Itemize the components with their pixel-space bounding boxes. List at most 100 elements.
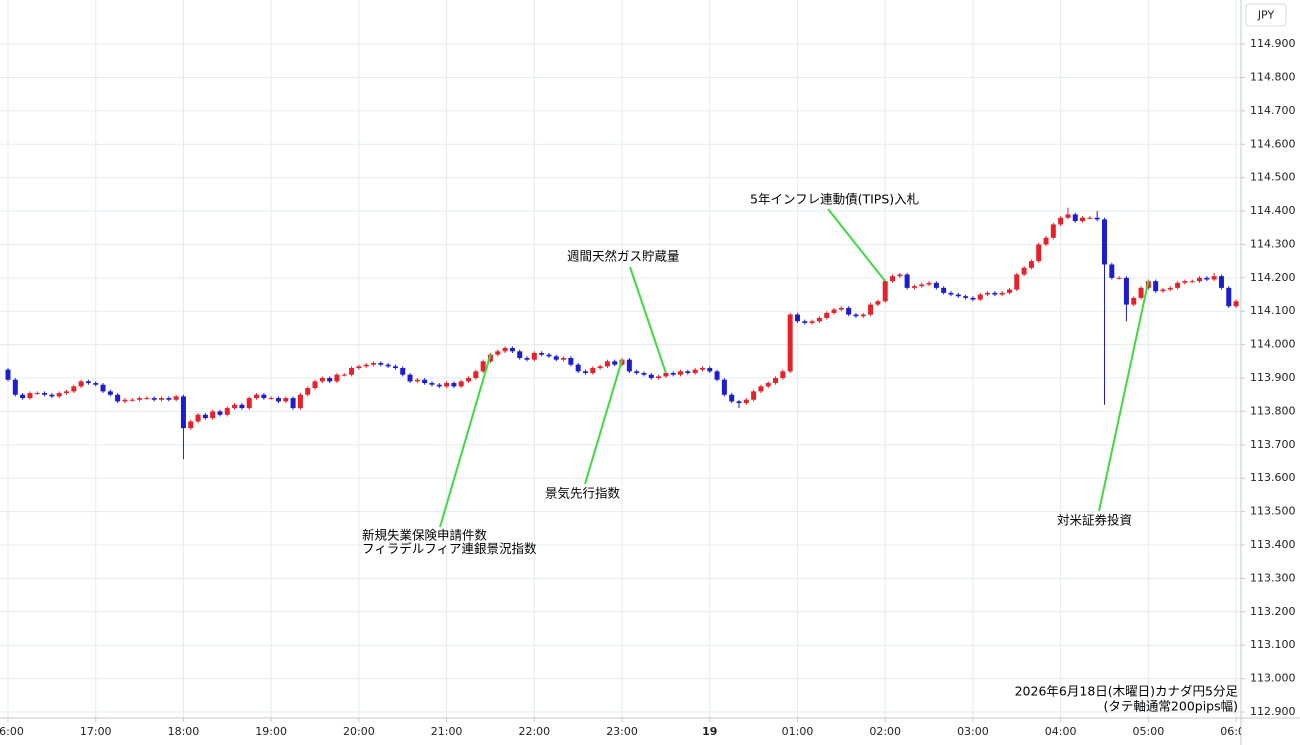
candle-body: [670, 373, 676, 375]
candle-body: [12, 379, 18, 395]
candle-body: [743, 399, 749, 404]
candle-body: [1043, 237, 1049, 245]
candle-body: [429, 383, 435, 385]
annotation-line: [1098, 280, 1150, 512]
candle-body: [736, 401, 742, 404]
y-tick-label: 114.200: [1250, 271, 1296, 284]
candle-body: [107, 391, 113, 395]
candle-body: [34, 393, 40, 395]
candle-body: [553, 356, 559, 360]
candle-body: [634, 371, 640, 374]
candle-body: [911, 286, 917, 288]
candle-body: [239, 404, 245, 409]
annotation-line: [439, 354, 492, 528]
candle-body: [1021, 267, 1027, 275]
candle-body: [663, 373, 669, 377]
candle-body: [758, 386, 764, 392]
annotation-label: 新規失業保険申請件数: [362, 528, 488, 543]
candle-body: [159, 398, 165, 400]
candle-body: [1131, 297, 1137, 305]
candle-body: [582, 371, 588, 374]
candle-body: [539, 352, 545, 355]
y-tick-label: 114.800: [1250, 70, 1296, 83]
candle-body: [816, 317, 822, 322]
candle-body: [85, 381, 91, 384]
candle-body: [444, 383, 450, 387]
candle-body: [115, 394, 121, 402]
candle-body: [612, 361, 618, 365]
x-tick-label: 18:00: [168, 725, 200, 738]
candle-body: [765, 383, 771, 387]
candle-body: [926, 282, 932, 285]
y-tick-label: 114.900: [1250, 37, 1296, 50]
candle-body: [933, 282, 939, 288]
candle-body: [1028, 261, 1034, 268]
candle-body: [692, 369, 698, 374]
candle-body: [970, 297, 976, 300]
candle-body: [1116, 277, 1122, 279]
candle-body: [27, 393, 33, 399]
candle-body: [919, 284, 925, 287]
candle-body: [751, 391, 757, 400]
candles: [5, 207, 1239, 460]
candle-body: [604, 361, 610, 367]
candle-body: [71, 386, 77, 392]
candle-body: [648, 374, 654, 379]
candle-body: [1189, 281, 1195, 283]
candle-body: [356, 366, 362, 369]
candle-body: [597, 366, 603, 369]
candle-body: [1211, 276, 1217, 280]
y-axis-label: JPY: [1257, 9, 1275, 22]
candle-body: [590, 368, 596, 374]
annotation-label: フィラデルフィア連銀景況指数: [362, 541, 537, 556]
candle-body: [202, 414, 208, 419]
candle-body: [188, 421, 194, 429]
x-tick-label: 22:00: [518, 725, 550, 738]
candle-body: [232, 404, 238, 409]
candle-body: [838, 307, 844, 310]
candle-body: [1050, 224, 1056, 238]
candle-body: [422, 379, 428, 384]
candle-body: [897, 274, 903, 277]
candle-body: [400, 368, 406, 375]
candle-body: [626, 359, 632, 372]
candle-body: [517, 351, 523, 358]
candle-body: [1160, 289, 1166, 292]
candle-body: [860, 314, 866, 317]
y-tick-label: 114.000: [1250, 338, 1296, 351]
annotation-line: [827, 208, 886, 282]
x-tick-label: 05:00: [1133, 725, 1165, 738]
candle-body: [656, 376, 662, 379]
candle-body: [5, 369, 11, 380]
candle-body: [473, 371, 479, 379]
candle-body: [1175, 282, 1181, 288]
candle-body: [1197, 277, 1203, 282]
y-tick-label: 114.300: [1250, 237, 1296, 250]
candle-body: [575, 364, 581, 372]
candle-body: [824, 312, 830, 318]
candle-body: [1094, 217, 1100, 220]
candle-body: [955, 294, 961, 297]
caption: 2026年6月18日(木曜日)カナダ円5分足: [1015, 684, 1239, 699]
candle-body: [63, 391, 69, 394]
y-tick-label: 113.200: [1250, 605, 1296, 618]
y-tick-label: 114.100: [1250, 304, 1296, 317]
candle-body: [524, 357, 530, 360]
x-tick-label: 16:00: [0, 725, 24, 738]
candle-body: [151, 398, 157, 400]
candle-body: [451, 383, 457, 387]
candle-body: [1233, 301, 1239, 307]
candle-body: [1123, 277, 1129, 305]
candle-body: [846, 307, 852, 315]
candle-body: [334, 374, 340, 382]
candle-body: [210, 411, 216, 419]
y-tick-label: 114.400: [1250, 204, 1296, 217]
candle-body: [1182, 281, 1188, 283]
y-tick-label: 113.700: [1250, 438, 1296, 451]
candle-body: [1204, 277, 1210, 280]
candle-body: [42, 393, 48, 395]
candle-body: [1065, 214, 1071, 218]
